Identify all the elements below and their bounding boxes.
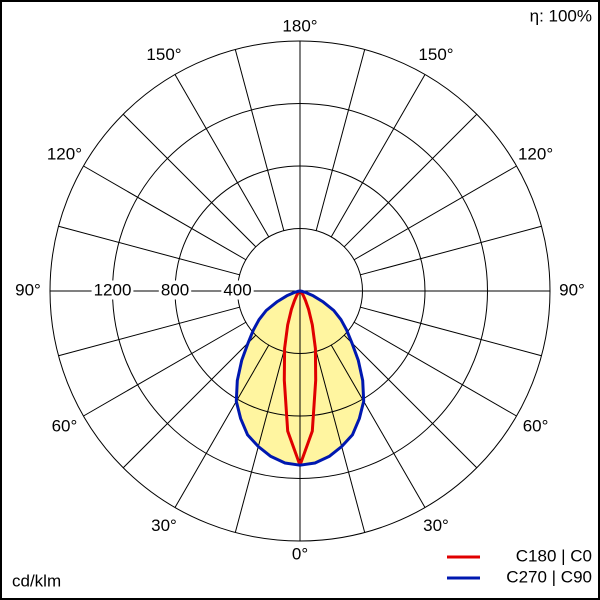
angle-tick-label-bg: [49, 416, 80, 436]
angle-tick-label-bg: [557, 280, 587, 300]
grid-spoke: [330, 344, 426, 508]
unit-label: cd/klm: [12, 571, 61, 590]
angle-tick-label-bg: [144, 44, 184, 64]
angle-tick-label: 180°: [282, 16, 317, 35]
grid-spoke: [360, 225, 542, 276]
grid-spoke: [83, 321, 247, 417]
angle-tick-label-bg: [421, 516, 451, 536]
angle-tick-label: 60°: [523, 416, 549, 435]
angle-tick-label-bg: [515, 144, 556, 164]
angle-tick-label-bg: [289, 544, 311, 564]
r-tick-label: 1200: [94, 280, 132, 299]
angle-tick-label-bg: [149, 516, 179, 536]
angle-tick-label-bg: [520, 416, 551, 436]
grid-spoke: [174, 74, 270, 238]
grid-spoke: [83, 165, 247, 261]
grid-spoke: [343, 113, 478, 248]
angle-tick-label-bg: [13, 280, 43, 300]
legend-label: C180 | C0: [516, 546, 592, 565]
angle-tick-label: 60°: [52, 416, 78, 435]
r-tick-label: 400: [223, 280, 251, 299]
grid-spoke: [353, 165, 517, 261]
r-tick-label: 800: [161, 280, 189, 299]
legend-label: C270 | C90: [506, 567, 592, 586]
r-tick-label-bg: [91, 280, 134, 300]
angle-tick-label: 120°: [518, 144, 553, 163]
angle-tick-label: 90°: [559, 280, 585, 299]
grid-spoke: [234, 49, 285, 231]
efficiency-label: η: 100%: [530, 6, 592, 25]
intensity-curve: [299, 289, 366, 467]
angle-tick-label: 0°: [292, 544, 308, 563]
angle-tick-label: 120°: [47, 144, 82, 163]
angle-tick-label-bg: [280, 16, 320, 36]
grid-spoke: [122, 334, 257, 469]
grid-spoke: [122, 113, 257, 248]
angle-tick-label-bg: [416, 44, 456, 64]
angle-tick-label: 30°: [151, 516, 177, 535]
grid-spoke: [353, 321, 517, 417]
angle-tick-label: 30°: [423, 516, 449, 535]
grid-spoke: [360, 306, 542, 357]
r-tick-label-bg: [221, 280, 254, 300]
angle-tick-label: 150°: [146, 45, 181, 64]
grid-spoke: [174, 344, 270, 508]
grid-spoke: [315, 49, 366, 231]
angle-tick-label: 90°: [15, 280, 41, 299]
grid-spoke: [330, 74, 426, 238]
grid-spoke: [315, 351, 366, 533]
r-tick-label-bg: [158, 280, 192, 300]
grid-spoke: [234, 351, 285, 533]
angle-tick-label-bg: [44, 144, 85, 164]
grid-spoke: [343, 334, 478, 469]
angle-tick-label: 150°: [418, 45, 453, 64]
intensity-curve: [234, 289, 301, 467]
grid-spoke: [58, 306, 240, 357]
grid-spoke: [58, 225, 240, 276]
